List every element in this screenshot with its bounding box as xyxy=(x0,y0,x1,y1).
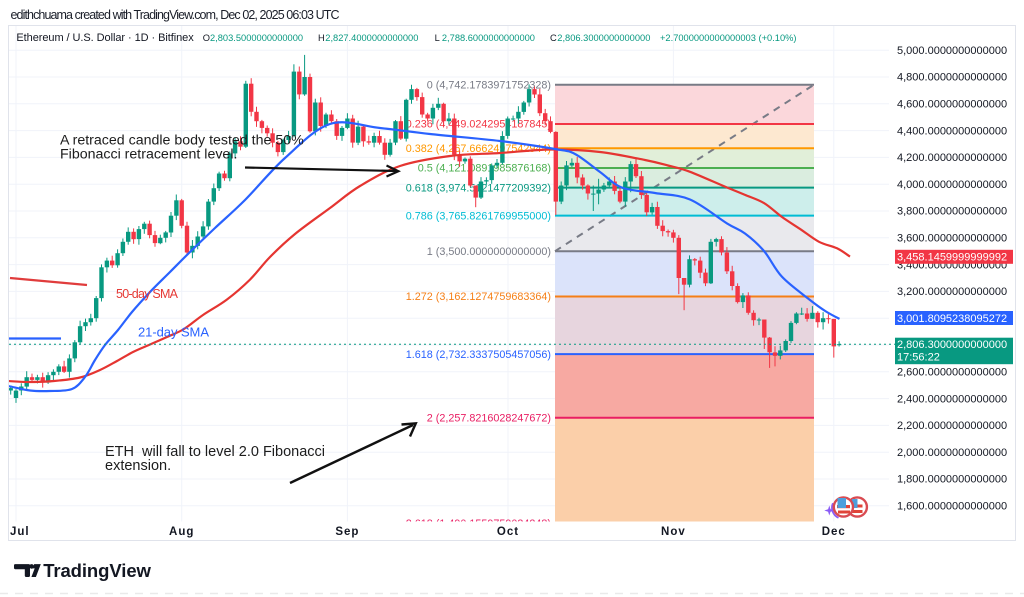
svg-text:3,001.8095238095272: 3,001.8095238095272 xyxy=(897,313,1007,325)
svg-text:3,800.0000000000000: 3,800.0000000000000 xyxy=(897,206,1007,218)
svg-text:+2.7000000000000003 (+0.10%): +2.7000000000000003 (+0.10%) xyxy=(660,33,797,43)
svg-text:2,806.3000000000000: 2,806.3000000000000 xyxy=(557,33,650,43)
svg-text:21-day SMA: 21-day SMA xyxy=(138,325,209,340)
svg-text:4,200.0000000000000: 4,200.0000000000000 xyxy=(897,152,1007,164)
svg-text:A retraced candle body tested: A retraced candle body tested the 50% xyxy=(60,133,304,149)
svg-text:2,600.0000000000000: 2,600.0000000000000 xyxy=(897,367,1007,379)
svg-text:1.618 (2,732.3337505457056): 1.618 (2,732.3337505457056) xyxy=(406,349,551,361)
svg-text:2,806.3000000000000: 2,806.3000000000000 xyxy=(897,339,1007,351)
svg-text:extension.: extension. xyxy=(105,458,171,474)
svg-text:4,600.0000000000000: 4,600.0000000000000 xyxy=(897,99,1007,111)
svg-text:edithchuama created with Tradi: edithchuama created with TradingView.com… xyxy=(11,8,340,22)
svg-text:4,400.0000000000000: 4,400.0000000000000 xyxy=(897,125,1007,137)
svg-text:2,788.6000000000000: 2,788.6000000000000 xyxy=(442,33,535,43)
svg-text:2,000.0000000000000: 2,000.0000000000000 xyxy=(897,447,1007,459)
svg-text:C: C xyxy=(550,33,557,43)
svg-text:1,600.0000000000000: 1,600.0000000000000 xyxy=(897,501,1007,513)
svg-text:1.272 (3,162.1274759683364): 1.272 (3,162.1274759683364) xyxy=(406,291,551,303)
svg-text:4,000.0000000000000: 4,000.0000000000000 xyxy=(897,179,1007,191)
svg-text:2,827.4000000000000: 2,827.4000000000000 xyxy=(325,33,418,43)
svg-text:50-day SMA: 50-day SMA xyxy=(116,287,179,301)
svg-text:0.618 (3,974.5121477209392): 0.618 (3,974.5121477209392) xyxy=(406,182,551,194)
svg-text:Oct: Oct xyxy=(497,526,519,538)
svg-text:TradingView: TradingView xyxy=(43,560,151,581)
svg-text:Ethereum / U.S. Dollar · 1D ·: Ethereum / U.S. Dollar · 1D · Bitfinex xyxy=(16,32,194,44)
svg-text:ETH will fall to level 2.0 Fi: ETH will fall to level 2.0 Fibonacci xyxy=(105,444,325,460)
svg-text:Dec: Dec xyxy=(822,526,846,538)
svg-text:H: H xyxy=(318,33,325,43)
svg-text:0 (4,742.1783971752328): 0 (4,742.1783971752328) xyxy=(427,79,551,91)
svg-text:2 (2,257.8216028247672): 2 (2,257.8216028247672) xyxy=(427,412,551,424)
svg-text:1 (3,500.0000000000000): 1 (3,500.0000000000000) xyxy=(427,246,551,258)
svg-text:3,458.1459999999992: 3,458.1459999999992 xyxy=(897,252,1007,264)
svg-text:Fibonacci retracement level.: Fibonacci retracement level. xyxy=(60,147,237,163)
svg-text:2.618 (1,490.1559759034248): 2.618 (1,490.1559759034248) xyxy=(406,518,551,530)
svg-text:O: O xyxy=(203,33,210,43)
svg-text:2,200.0000000000000: 2,200.0000000000000 xyxy=(897,420,1007,432)
svg-text:Sep: Sep xyxy=(335,526,359,538)
svg-text:0.5 (4,121.0891985876168): 0.5 (4,121.0891985876168) xyxy=(418,163,551,175)
svg-text:4,800.0000000000000: 4,800.0000000000000 xyxy=(897,72,1007,84)
svg-text:0.786 (3,765.8261769955000): 0.786 (3,765.8261769955000) xyxy=(406,210,551,222)
svg-text:17:56:22: 17:56:22 xyxy=(897,351,940,363)
svg-text:3,600.0000000000000: 3,600.0000000000000 xyxy=(897,233,1007,245)
svg-text:0.236 (4,449.0242954187845): 0.236 (4,449.0242954187845) xyxy=(406,119,551,131)
svg-text:Aug: Aug xyxy=(169,526,194,538)
svg-text:Nov: Nov xyxy=(661,526,686,538)
svg-text:2,400.0000000000000: 2,400.0000000000000 xyxy=(897,393,1007,405)
svg-text:5,000.0000000000000: 5,000.0000000000000 xyxy=(897,45,1007,57)
svg-text:1,800.0000000000000: 1,800.0000000000000 xyxy=(897,474,1007,486)
svg-text:2,803.5000000000000: 2,803.5000000000000 xyxy=(210,33,303,43)
svg-text:Jul: Jul xyxy=(10,526,30,538)
svg-text:L: L xyxy=(435,33,440,43)
svg-text:3,200.0000000000000: 3,200.0000000000000 xyxy=(897,286,1007,298)
